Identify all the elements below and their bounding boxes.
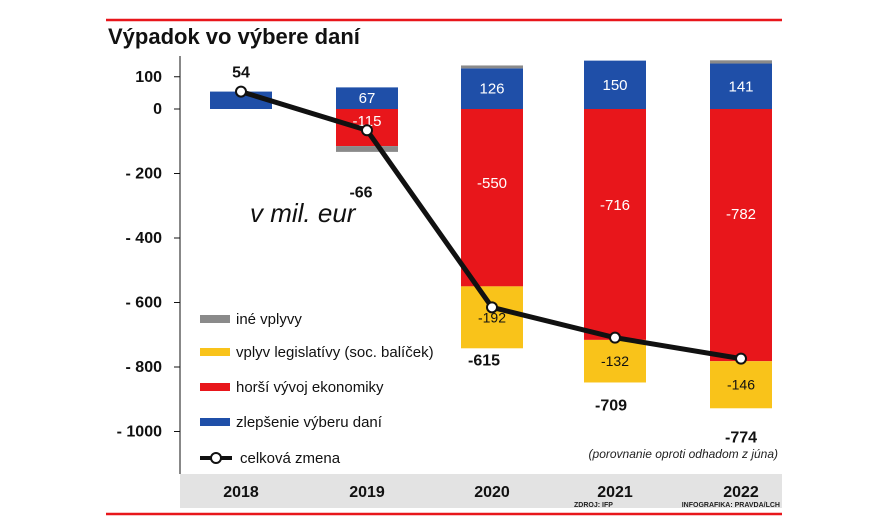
label-2021-red: -716 — [600, 197, 630, 214]
bar-2022-blue — [710, 63, 772, 109]
total-line-group — [235, 85, 747, 365]
legend-label-yellow: vplyv legislatívy (soc. balíček) — [236, 344, 434, 361]
x-tick-label: 2022 — [723, 484, 759, 501]
legend-marker-total — [210, 452, 222, 464]
total-label-2019: -66 — [349, 184, 372, 201]
legend-swatch-yellow — [200, 348, 230, 356]
total-labels: 54 -66 -615 -709 -774 — [232, 65, 757, 447]
year-labels: 2018 2019 2020 2021 2022 — [223, 484, 759, 501]
total-point-2020 — [486, 301, 498, 314]
total-label-2018: 54 — [232, 65, 250, 82]
chart-title: Výpadok vo výbere daní — [108, 24, 361, 49]
bar-2019-gray — [336, 146, 398, 152]
label-2022-yellow: -146 — [727, 377, 755, 393]
year-band — [180, 474, 782, 508]
credit-label: INFOGRAFIKA: PRAVDA/LCH — [682, 502, 780, 509]
bar-2020-blue — [461, 68, 523, 109]
legend-swatch-red — [200, 383, 230, 391]
bar-2020-gray — [461, 65, 523, 69]
bar-2021-blue — [584, 60, 646, 109]
x-tick-label: 2021 — [597, 484, 633, 501]
bar-2020-yellow — [461, 286, 523, 349]
label-2020-yellow: -192 — [478, 309, 506, 325]
total-point-2019 — [361, 124, 373, 137]
label-2020-red: -550 — [477, 175, 507, 192]
y-ticks: 100 0 - 200 - 400 - 600 - 800 - 1000 — [117, 69, 180, 441]
comparison-note: (porovnanie oproti odhadom z júna) — [589, 447, 778, 461]
y-tick-label: - 1000 — [117, 424, 162, 441]
y-tick-label: - 800 — [126, 359, 163, 376]
total-point-2018 — [235, 85, 247, 98]
bar-2019-blue — [336, 87, 398, 109]
bar-2021-red — [584, 109, 646, 340]
total-label-2022: -774 — [725, 430, 757, 447]
y-tick-label: - 200 — [126, 166, 163, 183]
y-tick-label: 0 — [153, 101, 162, 118]
legend: iné vplyvy vplyv legislatívy (soc. balíč… — [200, 311, 434, 467]
x-tick-label: 2018 — [223, 484, 259, 501]
legend-swatch-blue — [200, 418, 230, 426]
source-label: ZDROJ: IFP — [574, 502, 613, 509]
bar-2022-yellow — [710, 361, 772, 409]
label-2021-yellow: -132 — [601, 353, 629, 369]
bar-2021-yellow — [584, 339, 646, 383]
label-2022-blue: 141 — [728, 78, 753, 95]
total-point-2021 — [609, 331, 621, 344]
x-tick-label: 2020 — [474, 484, 510, 501]
y-tick-label: 100 — [135, 69, 162, 86]
bar-2022-red — [710, 109, 772, 362]
label-2022-red: -782 — [726, 206, 756, 223]
legend-label-blue: zlepšenie výberu daní — [236, 414, 383, 431]
bar-2022-gray — [710, 60, 772, 64]
bar-2020-red — [461, 109, 523, 287]
label-2020-blue: 126 — [479, 81, 504, 98]
total-label-2020: -615 — [468, 352, 500, 369]
x-tick-label: 2019 — [349, 484, 385, 501]
unit-label: v mil. eur — [250, 198, 357, 228]
legend-swatch-gray — [200, 315, 230, 323]
label-2021-blue: 150 — [602, 77, 627, 94]
total-label-2021: -709 — [595, 398, 627, 415]
legend-label-gray: iné vplyvy — [236, 311, 302, 328]
legend-label-red: horší vývoj ekonomiky — [236, 379, 384, 396]
label-2019-blue: 67 — [359, 90, 376, 107]
legend-label-total: celková zmena — [240, 450, 341, 467]
total-point-2022 — [735, 352, 747, 365]
y-tick-label: - 400 — [126, 230, 163, 247]
y-tick-label: - 600 — [126, 295, 163, 312]
